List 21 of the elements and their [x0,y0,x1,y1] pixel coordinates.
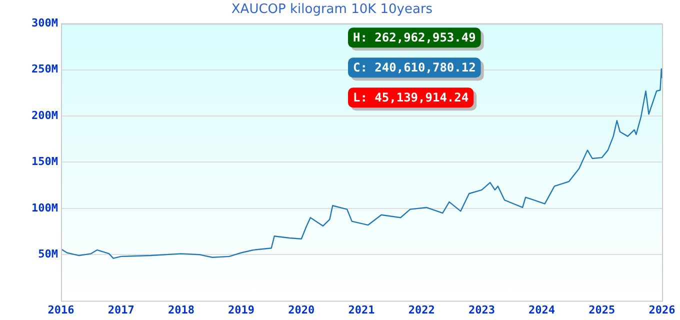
annotation: H: 262,962,953.49 [353,30,476,45]
y-tick-label: 100M [32,201,58,214]
x-tick-label: 2020 [288,303,315,316]
y-tick-label: 50M [38,247,58,260]
x-tick-label: 2022 [408,303,435,316]
annotation: C: 240,610,780.12 [353,60,476,75]
x-tick-label: 2025 [588,303,616,316]
x-tick-label: 2026 [648,303,676,316]
x-tick-label: 2017 [108,303,134,316]
y-tick-label: 250M [32,62,58,76]
x-tick-label: 2021 [348,303,376,316]
annotation: L: 45,139,914.24 [353,90,469,105]
y-tick-label: 200M [32,108,58,122]
y-tick-label: 300M [32,16,58,30]
y-tick-label: 150M [32,155,58,168]
x-tick-label: 2016 [48,303,75,316]
x-tick-label: 2019 [228,303,255,316]
x-tick-label: 2023 [468,303,495,316]
x-tick-label: 2024 [528,303,556,316]
chart-title: XAUCOP kilogram 10K 10years [231,2,433,18]
x-tick-label: 2018 [168,303,194,316]
